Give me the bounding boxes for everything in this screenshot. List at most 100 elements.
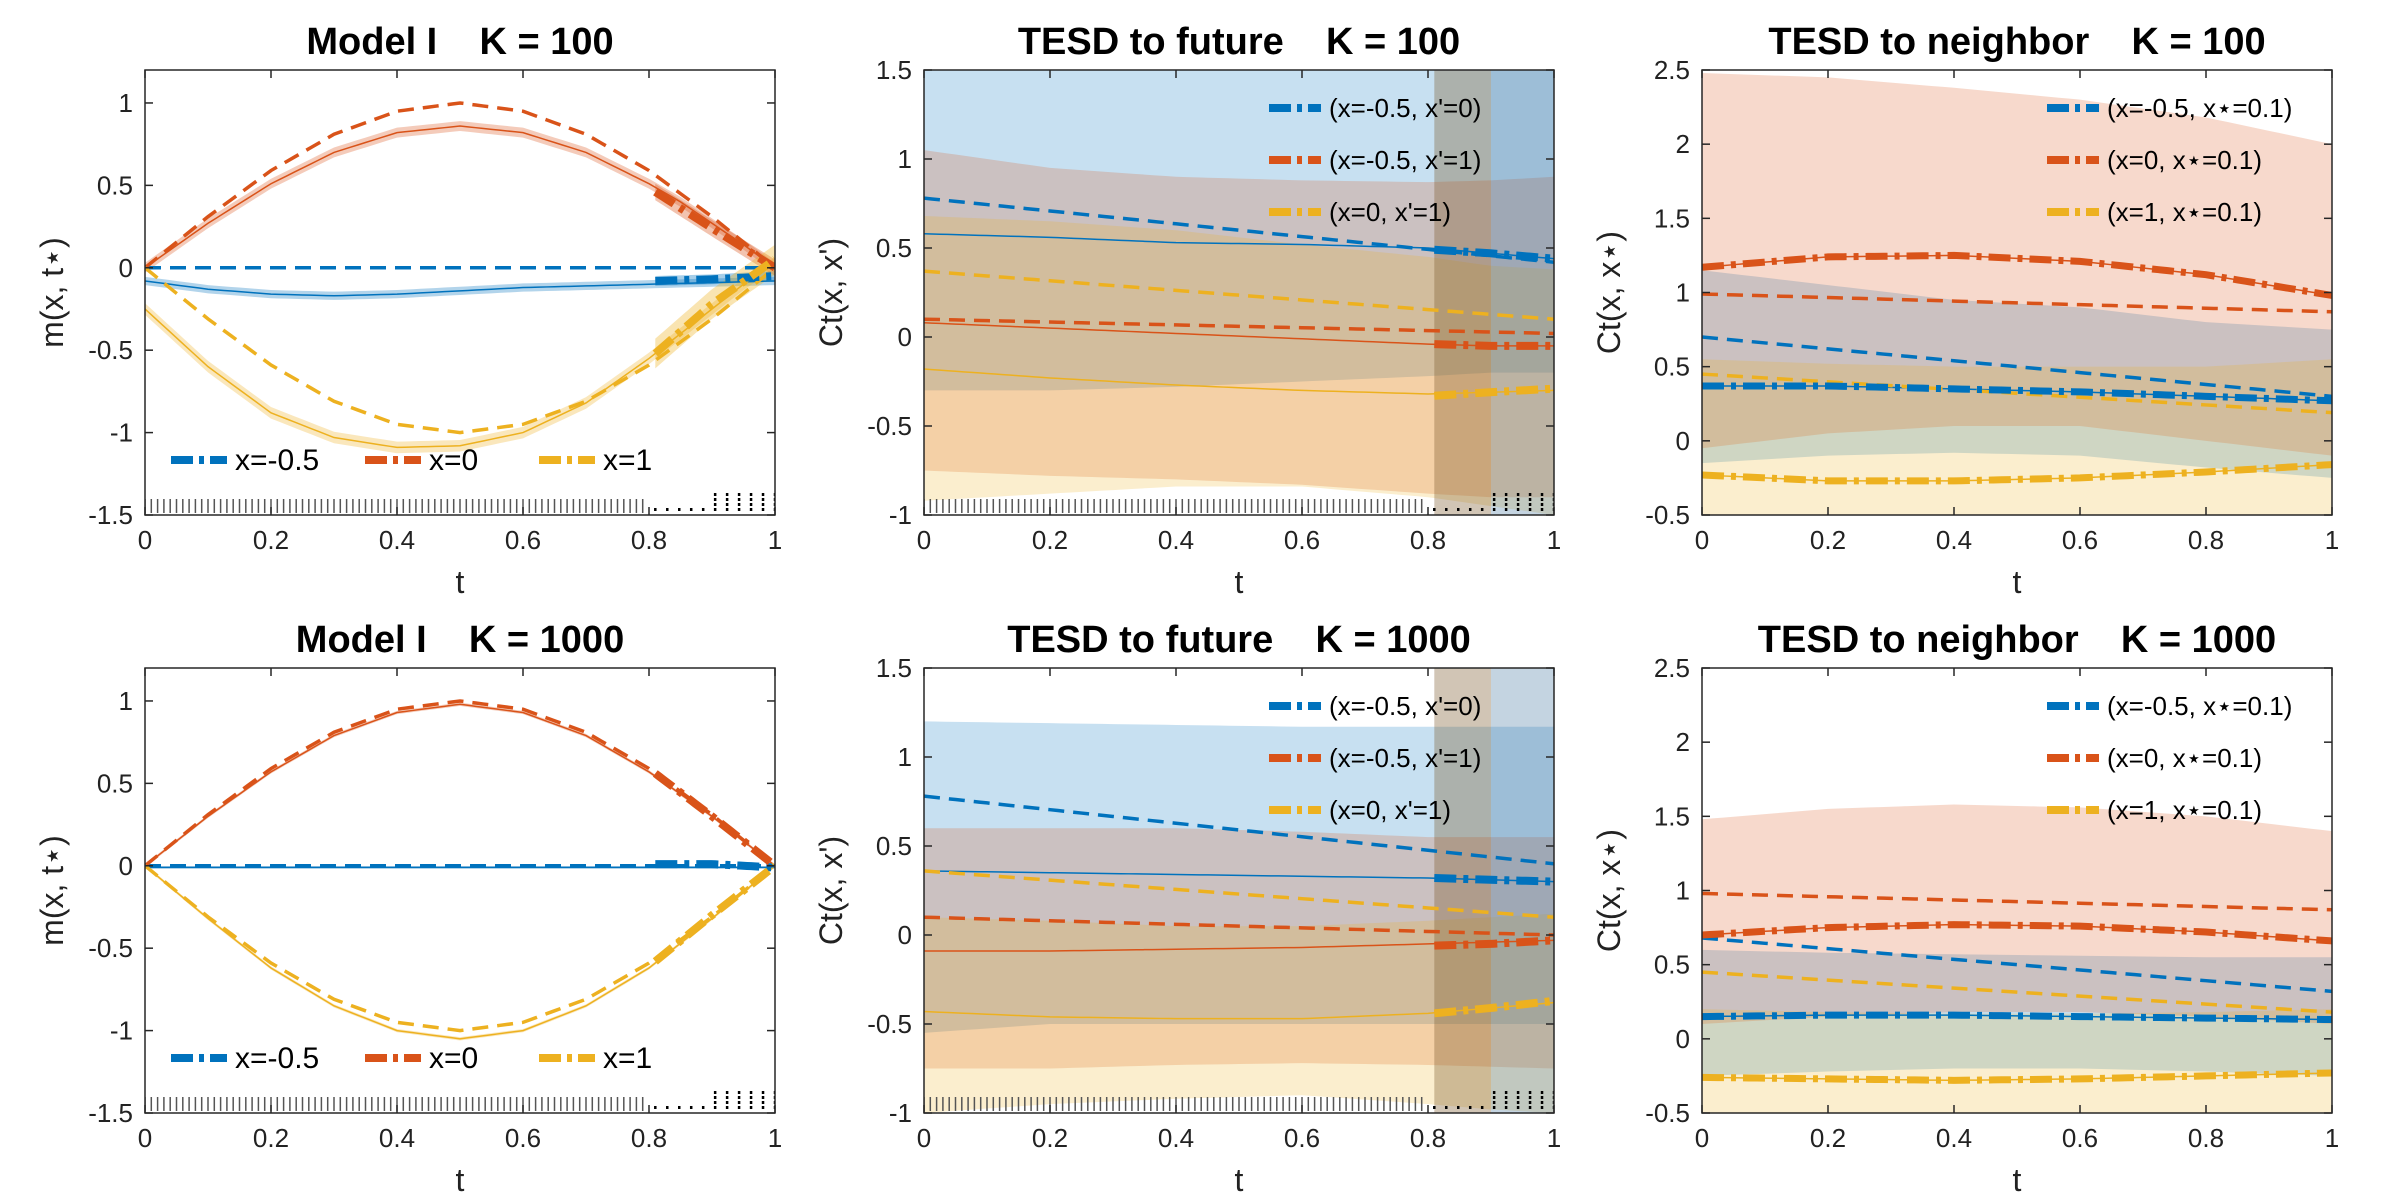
y-tick-label: 2: [1676, 129, 1690, 159]
y-axis-label: Ct(x, x⋆): [1591, 231, 1627, 354]
y-axis-label: Ct(x, x⋆): [1591, 829, 1627, 952]
y-tick-label: 0: [1676, 1024, 1690, 1054]
y-tick-label: -0.5: [1645, 1098, 1690, 1128]
band-yellow: [924, 913, 1554, 1113]
x-tick-label: 0: [917, 1123, 931, 1153]
mean-line-orange: [145, 125, 775, 269]
y-tick-label: -0.5: [88, 335, 133, 365]
x-tick-label: 0.2: [1810, 1123, 1846, 1153]
plot-area: [145, 101, 775, 513]
chart-title: Model I K = 1000: [296, 619, 624, 661]
y-tick-label: 0: [898, 920, 912, 950]
x-tick-label: 0.6: [1284, 1123, 1320, 1153]
x-tick-label: 0: [917, 525, 931, 555]
band-blue: [145, 276, 775, 300]
y-tick-label: 0.5: [1654, 950, 1690, 980]
y-tick-label: 1: [119, 686, 133, 716]
x-tick-label: 0.2: [253, 1123, 289, 1153]
truth-line-blue: [1702, 936, 2332, 994]
x-tick-label: 1: [768, 525, 782, 555]
y-axis-label: Ct(x, x'): [813, 836, 849, 945]
x-axis-label: t: [1235, 564, 1244, 600]
forecast-line-orange: [1434, 936, 1554, 950]
truth-line-yellow: [924, 269, 1554, 321]
y-tick-label: -0.5: [1645, 500, 1690, 530]
axes-box: [144, 667, 776, 1114]
x-tick-label: 0: [1695, 1123, 1709, 1153]
x-tick-label: 1: [1547, 525, 1561, 555]
legend-label: (x=0, x⋆=0.1): [2107, 145, 2262, 175]
y-tick-label: -0.5: [88, 933, 133, 963]
y-tick-label: 0: [1676, 426, 1690, 456]
band-orange: [145, 121, 775, 273]
x-tick-label: 0.6: [505, 1123, 541, 1153]
forecast-region: [1491, 70, 1554, 515]
x-tick-label: 0.6: [1284, 525, 1320, 555]
truth-line-orange: [1702, 292, 2332, 314]
forecast-line-yellow: [652, 256, 775, 357]
y-tick-label: 1.5: [1654, 203, 1690, 233]
forecast-line-yellow: [1433, 996, 1554, 1018]
legend-label: (x=1, x⋆=0.1): [2107, 197, 2262, 227]
band-blue: [1702, 270, 2332, 478]
x-axis-label: t: [2013, 1162, 2022, 1198]
legend-label: (x=-0.5, x⋆=0.1): [2107, 691, 2292, 721]
chart-title: TESD to neighbor K = 1000: [1758, 619, 2276, 661]
x-tick-label: 0.2: [1032, 1123, 1068, 1153]
y-tick-label: 0: [119, 851, 133, 881]
forecast-line-blue: [655, 860, 775, 872]
legend-label: x=1: [603, 1042, 652, 1075]
band-blue: [924, 721, 1554, 1033]
x-tick-label: 1: [1547, 1123, 1561, 1153]
mean-line-orange: [1702, 254, 2332, 297]
band-blue: [924, 70, 1554, 391]
legend-label: x=0: [429, 1042, 478, 1075]
axes-box: [923, 667, 1555, 1114]
x-axis-label: t: [456, 564, 465, 600]
band-orange: [1702, 72, 2332, 456]
plot-area: [145, 699, 775, 1111]
y-tick-label: -1: [110, 1016, 133, 1046]
estimate-line-yellow: [1702, 461, 2332, 485]
legend-label: (x=1, x⋆=0.1): [2107, 795, 2262, 825]
estimate-line-blue: [1702, 382, 2332, 405]
x-tick-label: 0.6: [2062, 525, 2098, 555]
truth-line-yellow: [924, 869, 1554, 919]
plot-area: [1702, 72, 2332, 515]
y-tick-label: 1.5: [876, 55, 912, 85]
forecast-line-yellow: [652, 862, 775, 965]
x-tick-label: 0.4: [1936, 525, 1972, 555]
axes-box: [923, 69, 1555, 516]
plot-area: [924, 668, 1554, 1113]
band-yellow: [145, 257, 775, 454]
truth-line-orange: [145, 699, 775, 868]
legend-label: (x=-0.5, x'=1): [1329, 145, 1481, 175]
y-tick-label: -1: [110, 418, 133, 448]
x-tick-label: 1: [2325, 1123, 2339, 1153]
estimate-line-orange: [1702, 921, 2332, 945]
panel-p1: 0 0.2 0.4 0.6 0.8 1 -1.5 -1 -0.5 0 0.5 1 Model I K =…: [34, 21, 782, 600]
x-tick-label: 0.2: [1810, 525, 1846, 555]
x-tick-label: 1: [2325, 525, 2339, 555]
band-yellow: [924, 215, 1554, 515]
x-tick-label: 0.6: [505, 525, 541, 555]
x-tick-label: 0.8: [631, 525, 667, 555]
x-axis-label: t: [456, 1162, 465, 1198]
x-tick-label: 0.8: [1410, 1123, 1446, 1153]
y-tick-label: 1.5: [876, 653, 912, 683]
band-orange: [1702, 804, 2332, 1024]
x-tick-label: 0.4: [1936, 1123, 1972, 1153]
x-tick-label: 0.4: [379, 1123, 415, 1153]
truth-line-yellow: [145, 266, 775, 435]
y-tick-label: 0.5: [1654, 352, 1690, 382]
truth-line-yellow: [1702, 372, 2332, 415]
axes-box: [144, 69, 776, 516]
x-axis-label: t: [2013, 564, 2022, 600]
x-axis-label: t: [1235, 1162, 1244, 1198]
legend-label: x=1: [603, 444, 652, 477]
x-tick-label: 0.8: [631, 1123, 667, 1153]
y-tick-label: -1.5: [88, 1098, 133, 1128]
panel-p2: 0 0.2 0.4 0.6 0.8 1 -1 -0.5 0 0.5 1 1.5 TESD to futu…: [813, 21, 1561, 600]
